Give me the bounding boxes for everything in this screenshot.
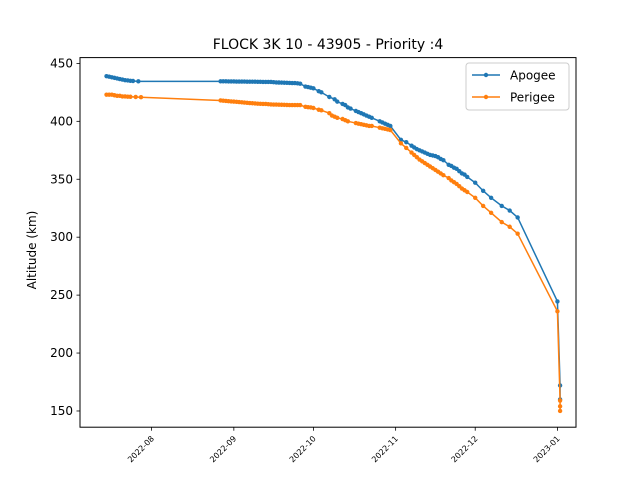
apogee-point-55: [348, 106, 353, 111]
apogee-point-46: [311, 86, 316, 91]
perigee-point-90: [465, 189, 470, 195]
perigee-point-95: [507, 224, 512, 229]
perigee-point-69: [404, 145, 409, 151]
perigee-point-98: [557, 398, 563, 403]
apogee-point-82: [441, 157, 446, 163]
perigee-point-96: [515, 231, 520, 236]
y-axis: 150 200 250 300 350 400 450: [50, 56, 80, 418]
perigee-point-9: [128, 94, 133, 99]
perigee-point-55: [345, 119, 351, 124]
apogee-point-93: [488, 195, 494, 200]
apogee-point-11: [136, 79, 141, 84]
perigee-point-82: [441, 173, 446, 178]
apogee-point-42: [297, 81, 303, 86]
apogee-point-96: [515, 215, 520, 220]
apogee-point-90: [465, 174, 470, 180]
perigee-point-10: [133, 94, 138, 100]
perigee-point-52: [335, 115, 340, 121]
perigee-point-93: [488, 210, 494, 216]
series-apogee: [104, 73, 563, 402]
perigee-point-68: [398, 141, 404, 146]
apogee-point-91: [473, 180, 478, 185]
apogee-point-67: [388, 123, 393, 129]
legend-label-apogee: Apogee: [510, 69, 556, 83]
perigee-point-94: [499, 219, 504, 225]
apogee-point-10: [130, 78, 136, 84]
series-perigee: [104, 92, 563, 414]
legend-marker-apogee: [483, 72, 489, 78]
apogee-point-69: [404, 139, 409, 145]
legend-marker-perigee: [483, 94, 489, 100]
perigee-point-46: [311, 105, 316, 111]
legend: Apogee Perigee: [465, 62, 570, 111]
y-tick-label-4: 350: [50, 172, 73, 186]
apogee-point-95: [507, 208, 512, 213]
y-tick-label-2: 250: [50, 288, 73, 302]
legend-label-perigee: Perigee: [510, 91, 555, 105]
apogee-point-94: [499, 203, 504, 209]
y-tick-label-0: 150: [50, 404, 73, 418]
apogee-point-92: [480, 188, 486, 194]
y-tick-label-3: 300: [50, 230, 73, 244]
perigee-point-92: [480, 203, 486, 209]
perigee-point-42: [297, 102, 303, 108]
series-layer: [104, 73, 563, 414]
perigee-point-48: [319, 108, 324, 113]
perigee-point-99: [557, 404, 563, 409]
plot-frame: [79, 57, 577, 428]
y-tick-label-6: 450: [50, 56, 73, 70]
y-tick-label-1: 200: [50, 346, 73, 360]
perigee-point-62: [369, 123, 374, 129]
perigee-point-67: [388, 127, 393, 133]
apogee-point-62: [369, 115, 374, 121]
perigee-point-11: [138, 95, 144, 100]
perigee-point-100: [557, 408, 563, 414]
apogee-point-49: [327, 94, 332, 100]
perigee-point-91: [473, 195, 478, 200]
apogee-point-51: [335, 99, 340, 104]
chart-title: FLOCK 3K 10 - 43905 - Priority :4: [213, 37, 444, 53]
apogee-point-97: [555, 299, 560, 304]
y-tick-label-5: 400: [50, 114, 73, 128]
perigee-point-97: [555, 309, 560, 314]
y-axis-label: Altitude (km): [25, 211, 39, 290]
apogee-point-48: [319, 90, 324, 95]
